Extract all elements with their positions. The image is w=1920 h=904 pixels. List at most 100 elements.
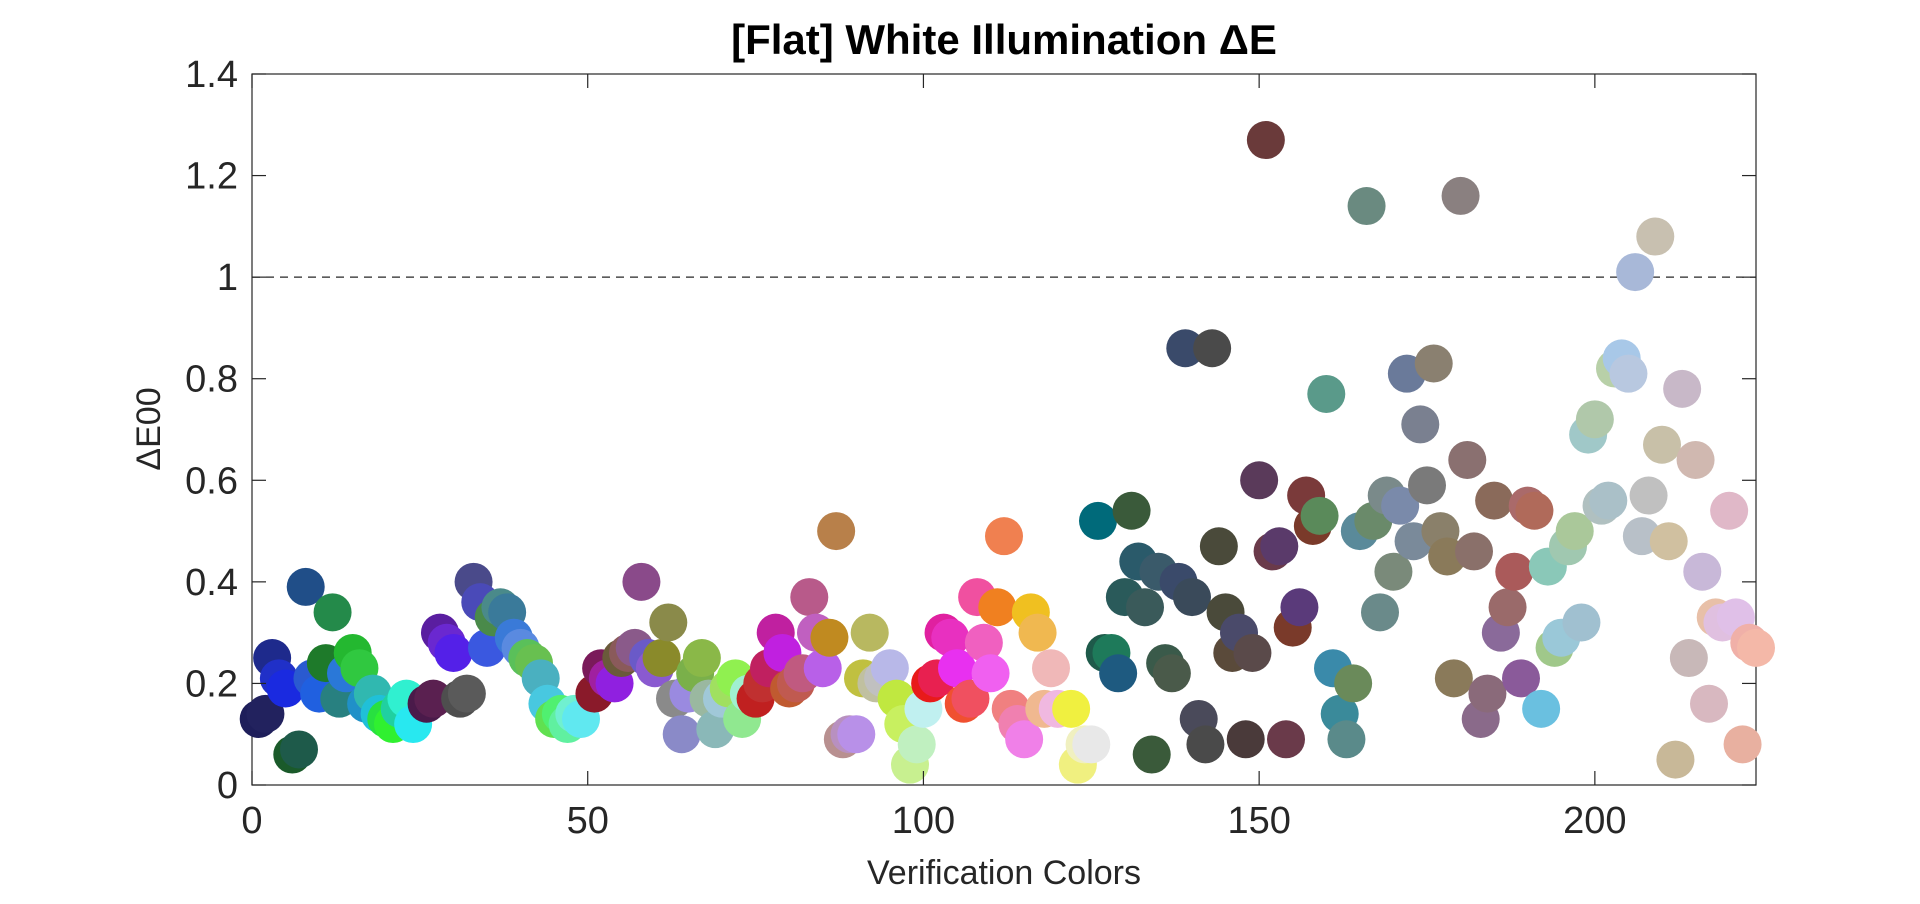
data-point (1575, 400, 1614, 439)
data-point (1246, 121, 1285, 160)
data-point (1448, 440, 1487, 479)
data-point (1502, 659, 1540, 698)
data-point (971, 654, 1010, 693)
data-point (985, 517, 1023, 556)
data-point (313, 593, 352, 632)
x-tick-label: 200 (1563, 800, 1626, 842)
data-point (810, 618, 849, 657)
data-point (1193, 329, 1232, 368)
data-point (931, 618, 970, 657)
data-point (1018, 613, 1057, 652)
data-point (1414, 344, 1453, 383)
x-axis-label: Verification Colors (867, 854, 1141, 892)
data-point (1052, 689, 1091, 728)
data-point (1488, 588, 1527, 627)
data-point (1649, 522, 1688, 561)
y-tick-label: 0 (217, 765, 238, 807)
data-point (1226, 720, 1265, 759)
y-axis-label: ΔE00 (130, 387, 168, 470)
data-point (1240, 461, 1279, 500)
data-point (837, 715, 876, 754)
data-point (1676, 440, 1715, 479)
data-point (1307, 374, 1346, 413)
data-point (1152, 654, 1191, 693)
y-tick-label: 0.4 (185, 562, 238, 604)
data-point (662, 715, 701, 754)
data-point (1441, 176, 1480, 215)
data-point (1723, 725, 1762, 764)
data-point (1629, 476, 1668, 515)
data-point (1636, 217, 1675, 256)
data-point (1656, 740, 1695, 779)
data-point (850, 613, 889, 652)
data-point (622, 562, 661, 601)
data-point (870, 649, 909, 688)
data-point (286, 567, 325, 606)
data-point (978, 588, 1017, 627)
x-tick-label: 0 (241, 800, 262, 842)
data-point (1112, 491, 1151, 530)
data-point (1079, 501, 1117, 540)
data-point (1643, 425, 1681, 464)
y-tick-label: 0.8 (185, 359, 238, 401)
data-point (1132, 735, 1171, 774)
data-point (1267, 720, 1305, 759)
data-point (1233, 633, 1272, 672)
data-point (1683, 552, 1722, 591)
data-point (790, 578, 829, 617)
data-point (1522, 689, 1561, 728)
data-point (1690, 684, 1728, 723)
data-point (1555, 512, 1594, 551)
data-point (642, 639, 681, 678)
data-point (1468, 674, 1507, 713)
data-point (434, 633, 473, 672)
data-point (1005, 720, 1044, 759)
data-point (951, 679, 990, 718)
data-point (246, 694, 285, 733)
data-point (1475, 481, 1514, 520)
data-point (1166, 329, 1205, 368)
data-point (803, 649, 842, 688)
data-point (1173, 578, 1211, 617)
data-point (1434, 659, 1473, 698)
data-point (1099, 654, 1138, 693)
data-point (1589, 481, 1628, 520)
data-point (1515, 491, 1554, 530)
data-point (938, 649, 976, 688)
data-point (1562, 603, 1601, 642)
x-tick-label: 50 (567, 800, 609, 842)
chart-title: [Flat] White Illumination ΔE (731, 16, 1277, 63)
data-point (1663, 369, 1702, 408)
data-point (280, 730, 318, 769)
data-points (239, 121, 1775, 784)
data-point (1361, 593, 1399, 632)
data-point (1260, 527, 1299, 566)
data-point (817, 512, 856, 551)
data-point (1186, 725, 1225, 764)
data-point (1710, 491, 1749, 530)
data-point (1374, 552, 1413, 591)
data-point (414, 679, 453, 718)
data-point (1609, 354, 1648, 393)
data-point (1381, 486, 1420, 525)
y-tick-label: 1 (217, 257, 238, 299)
data-point (1072, 725, 1111, 764)
data-point (447, 674, 486, 713)
data-point (1401, 405, 1440, 444)
y-tick-label: 0.6 (185, 460, 238, 502)
data-point (897, 725, 936, 764)
axes: 0 0.2 0.4 0.6 0.8 1 1.2 1.4 0 50 100 150 200 (185, 54, 1756, 842)
x-tick-label: 100 (892, 800, 955, 842)
data-point (1455, 532, 1493, 571)
y-tick-label: 1.2 (185, 156, 238, 198)
data-point (1616, 253, 1655, 292)
data-point (1347, 187, 1386, 226)
data-point (1032, 649, 1070, 688)
data-point (1327, 720, 1366, 759)
data-point (1334, 664, 1373, 703)
data-point (1669, 639, 1708, 678)
y-tick-label: 1.4 (185, 54, 238, 96)
data-point (1199, 527, 1238, 566)
